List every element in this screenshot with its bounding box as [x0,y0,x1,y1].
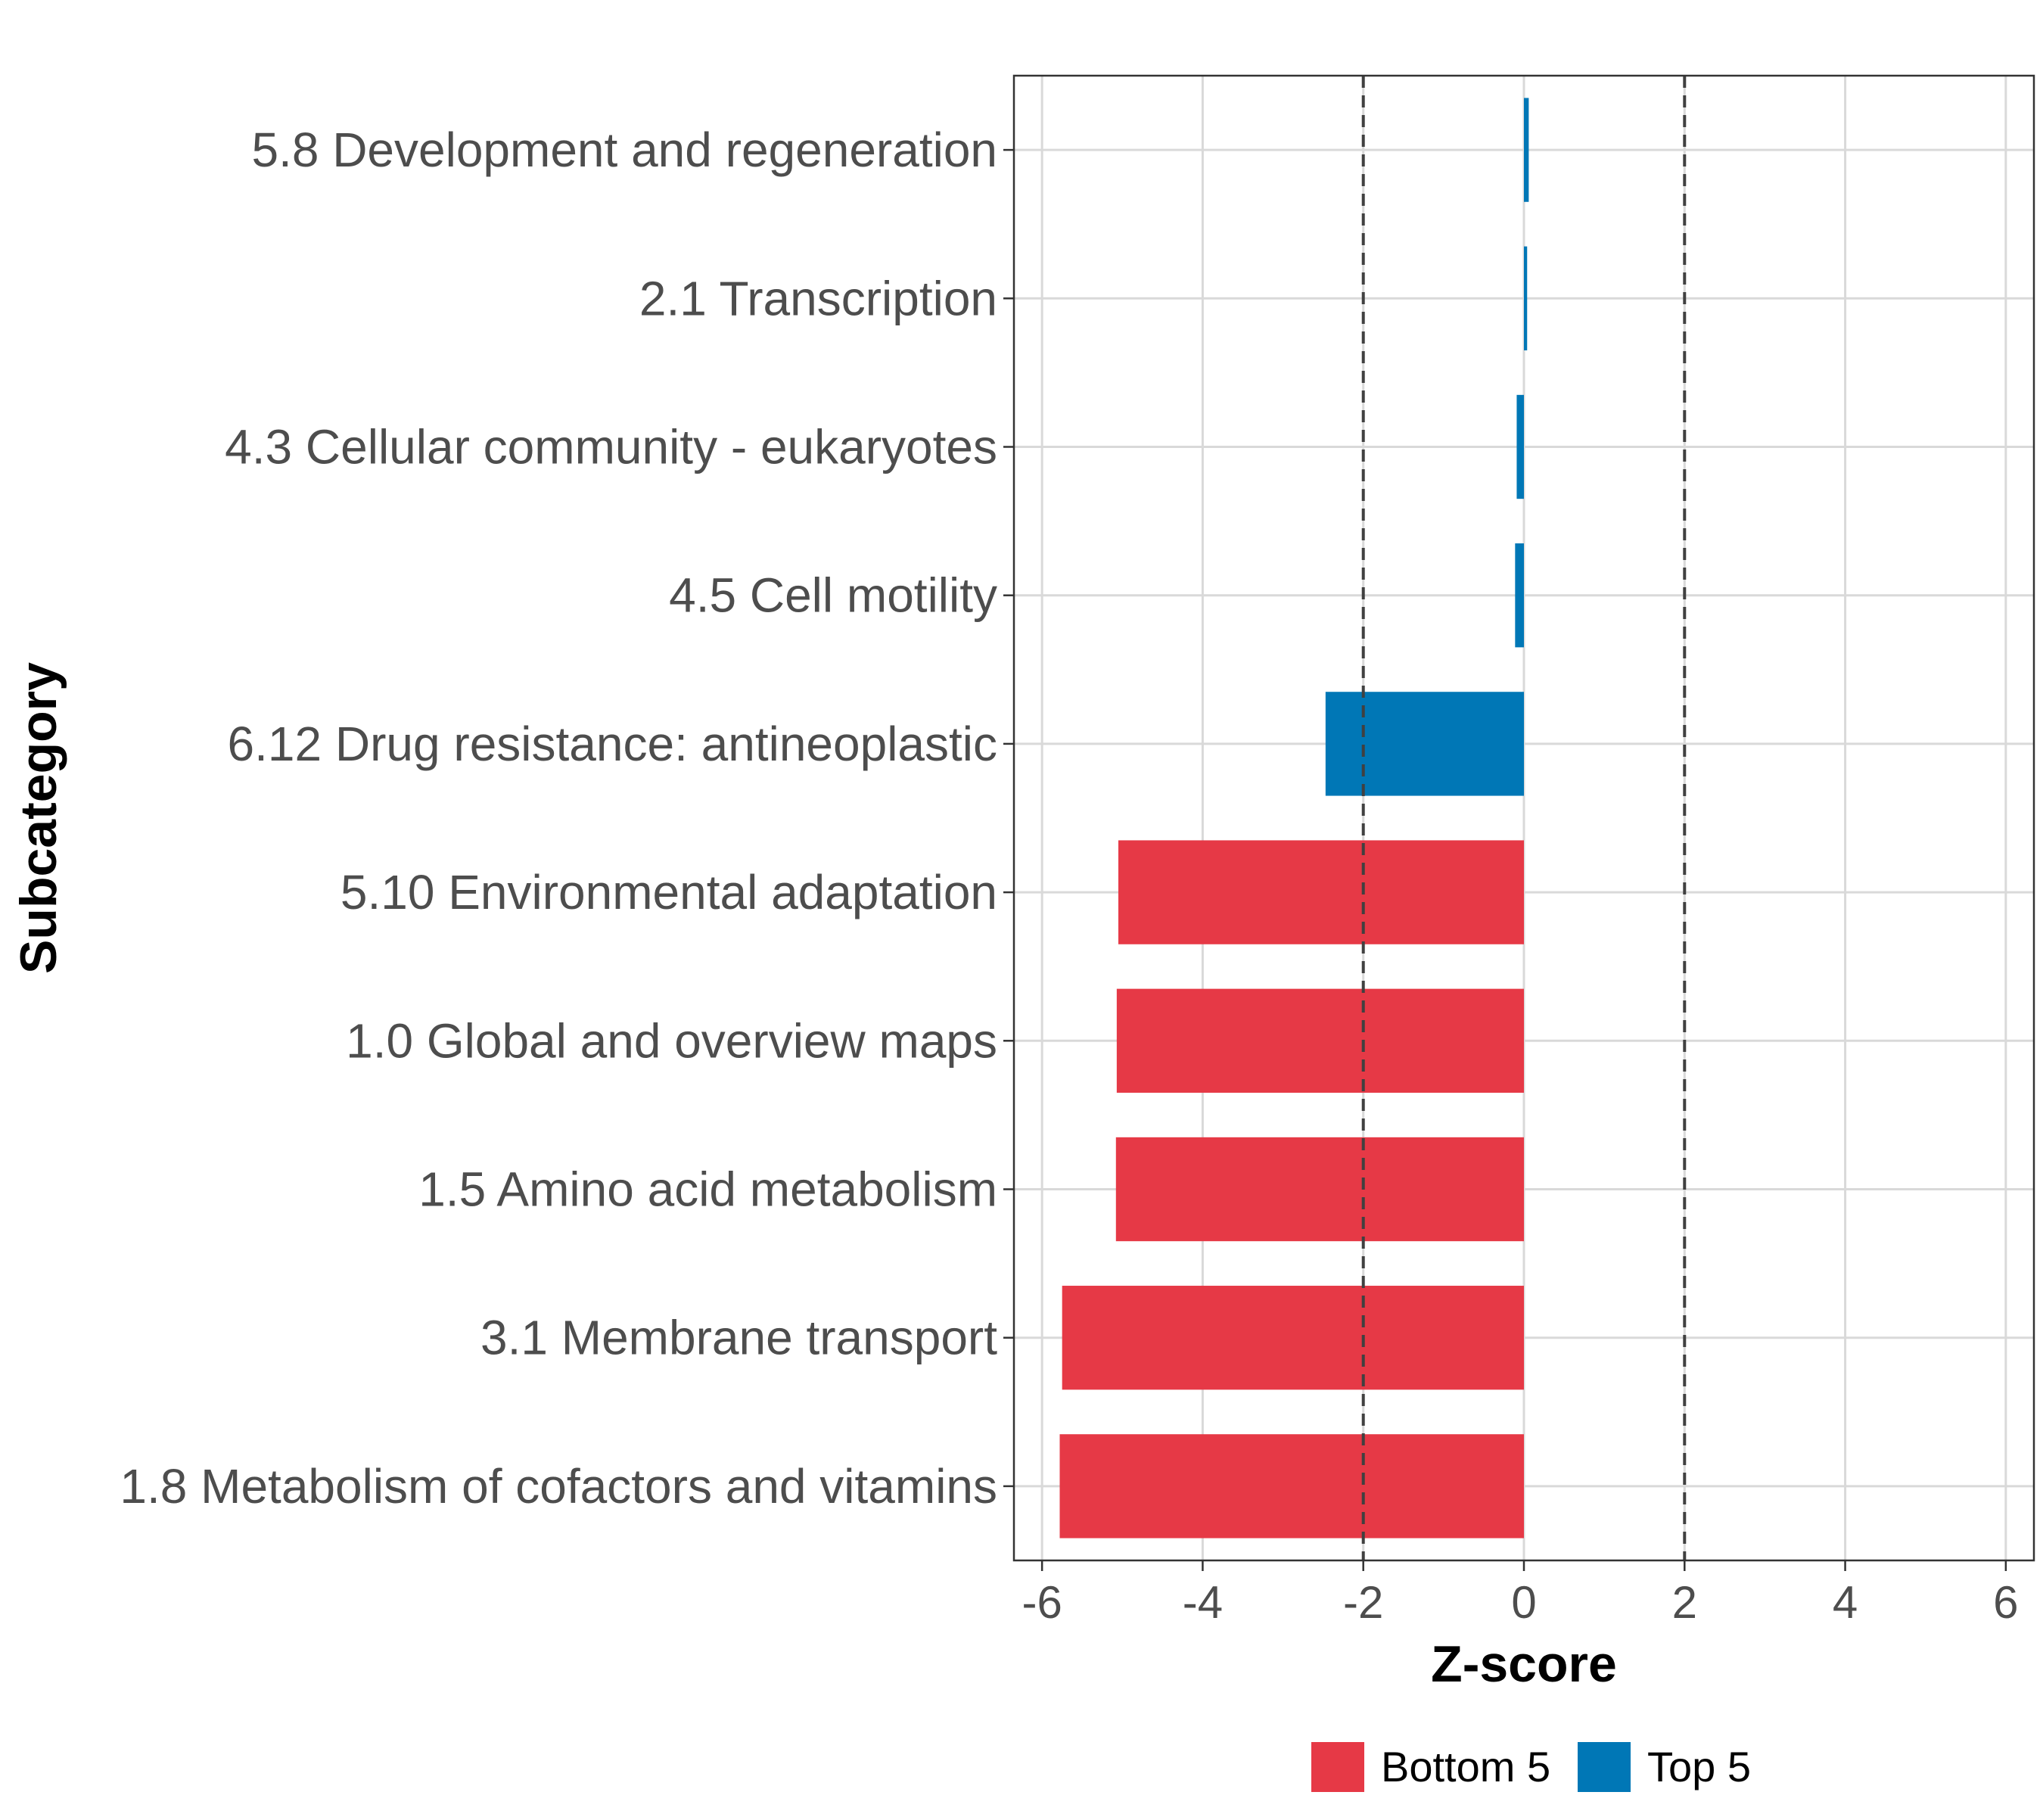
x-tick-label: 2 [1672,1577,1697,1628]
legend-label: Bottom 5 [1381,1743,1550,1790]
axis-ticks [1003,148,2007,1571]
bar [1062,1286,1524,1390]
x-tick-label: 6 [1993,1577,2018,1628]
category-label: 1.0 Global and overview maps [346,1013,997,1068]
axis-labels: 5.8 Development and regeneration 2.1 Tran… [120,123,2018,1628]
bar [1515,543,1524,648]
bar [1524,246,1528,350]
x-tick-label: 0 [1511,1577,1536,1628]
legend-swatch [1311,1742,1364,1792]
category-label: 1.5 Amino acid metabolism [418,1162,997,1217]
x-axis-title: Z-score [1431,1635,1617,1693]
category-label: 1.8 Metabolism of cofactors and vitamins [120,1459,997,1514]
x-tick-label: -6 [1022,1577,1062,1628]
category-label: 4.3 Cellular community - eukaryotes [225,420,997,474]
category-label: 3.1 Membrane transport [480,1311,997,1365]
x-tick-label: -4 [1183,1577,1223,1628]
bars [1059,98,1529,1538]
category-label: 5.8 Development and regeneration [251,123,997,177]
x-tick-label: 4 [1833,1577,1858,1628]
category-label: 4.5 Cell motility [669,568,997,623]
category-label: 6.12 Drug resistance: antineoplastic [228,717,997,771]
reference-lines [1361,76,1687,1560]
x-tick-label: -2 [1343,1577,1383,1628]
legend-label: Top 5 [1647,1743,1751,1790]
bar [1524,98,1529,202]
y-axis-title: Subcategory [10,662,67,974]
bar [1325,692,1524,796]
bar [1516,394,1524,499]
bar [1059,1434,1524,1538]
legend-swatch [1578,1742,1631,1792]
category-label: 2.1 Transcription [639,271,997,325]
category-label: 5.10 Environmental adaptation [340,865,997,919]
bar [1115,1137,1524,1242]
bar [1118,840,1524,944]
bar [1116,988,1524,1093]
legend: Bottom 5 Top 5 [1311,1742,1751,1792]
